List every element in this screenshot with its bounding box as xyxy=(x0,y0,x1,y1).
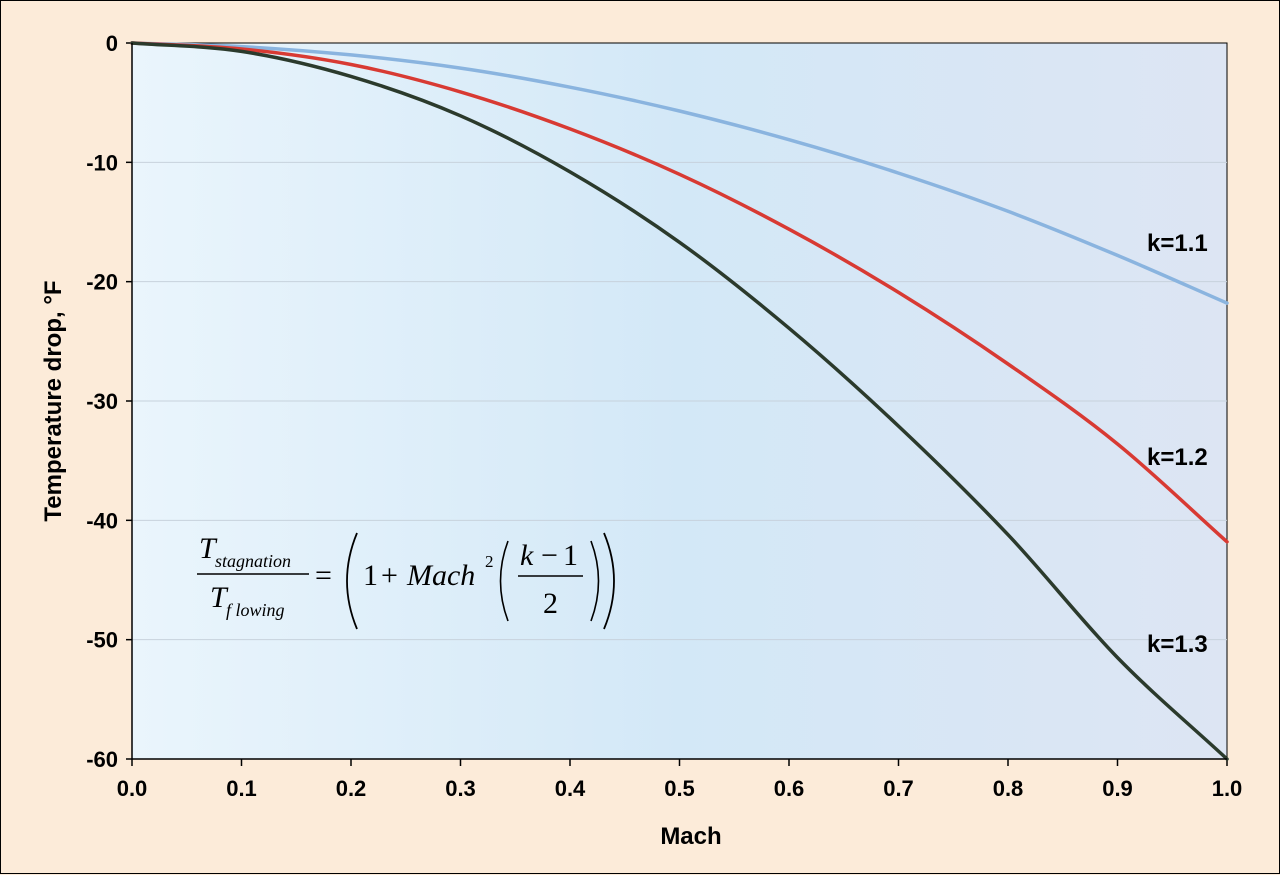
series-line-k11 xyxy=(130,41,1229,305)
formula-mach: Mach xyxy=(406,559,475,592)
series-label-k12: k=1.2 xyxy=(1147,444,1208,471)
series-line-k12 xyxy=(130,41,1229,544)
x-tick-label: 0.9 xyxy=(1102,776,1133,801)
y-axis-title: Temperature drop, °F xyxy=(40,280,67,521)
formula-one-b: 1 xyxy=(563,539,578,572)
x-tick-label: 0.8 xyxy=(993,776,1024,801)
x-tick-label: 0.3 xyxy=(445,776,476,801)
series-lines xyxy=(130,41,1229,761)
x-axis-ticks: 0.0 0.1 0.2 0.3 0.4 0.5 0.6 0.7 0.8 0.9 1.0 xyxy=(117,759,1243,801)
formula-denominator-t: T xyxy=(210,581,229,614)
formula-one: 1 xyxy=(363,559,378,592)
formula-numerator-t: T xyxy=(199,532,218,565)
series-label-k13: k=1.3 xyxy=(1147,631,1208,658)
formula-k: k xyxy=(520,539,534,572)
x-tick-label: 0.6 xyxy=(774,776,805,801)
series-label-k11: k=1.1 xyxy=(1147,230,1208,257)
y-tick-label: -40 xyxy=(86,508,118,533)
x-tick-label: 0.1 xyxy=(226,776,257,801)
x-tick-label: 1.0 xyxy=(1212,776,1243,801)
x-tick-label: 0.7 xyxy=(883,776,914,801)
formula-outer-right-paren xyxy=(603,532,615,630)
y-tick-label: -20 xyxy=(86,270,118,295)
y-tick-label: 0 xyxy=(106,31,118,56)
formula-outer-left-paren xyxy=(346,532,358,630)
y-axis-ticks: 0 -10 -20 -30 -40 -50 -60 xyxy=(86,31,132,772)
x-tick-label: 0.4 xyxy=(555,776,586,801)
x-axis-title: Mach xyxy=(660,823,721,850)
x-tick-label: 0.5 xyxy=(664,776,695,801)
formula-exponent: 2 xyxy=(485,552,494,571)
y-tick-label: -10 xyxy=(86,150,118,175)
grid-lines xyxy=(132,161,1227,641)
y-tick-label: -30 xyxy=(86,389,118,414)
formula-numerator-subscript: stagnation xyxy=(215,551,291,571)
y-tick-label: -60 xyxy=(86,747,118,772)
x-tick-label: 0.2 xyxy=(336,776,367,801)
formula-inner-right-paren xyxy=(590,540,600,622)
x-tick-label: 0.0 xyxy=(117,776,148,801)
y-tick-label: -50 xyxy=(86,628,118,653)
formula-denominator-subscript: f lowing xyxy=(226,600,285,620)
formula-minus: − xyxy=(541,539,558,572)
stagnation-temperature-formula: T stagnation T f lowing = 1 + Mach 2 k −… xyxy=(197,532,615,630)
formula-plus: + xyxy=(381,559,398,592)
formula-inner-left-paren xyxy=(499,540,509,622)
formula-equals: = xyxy=(315,559,332,592)
series-line-k13 xyxy=(130,41,1229,761)
formula-two: 2 xyxy=(543,587,558,620)
series-labels: k=1.1 k=1.2 k=1.3 xyxy=(1147,230,1208,658)
